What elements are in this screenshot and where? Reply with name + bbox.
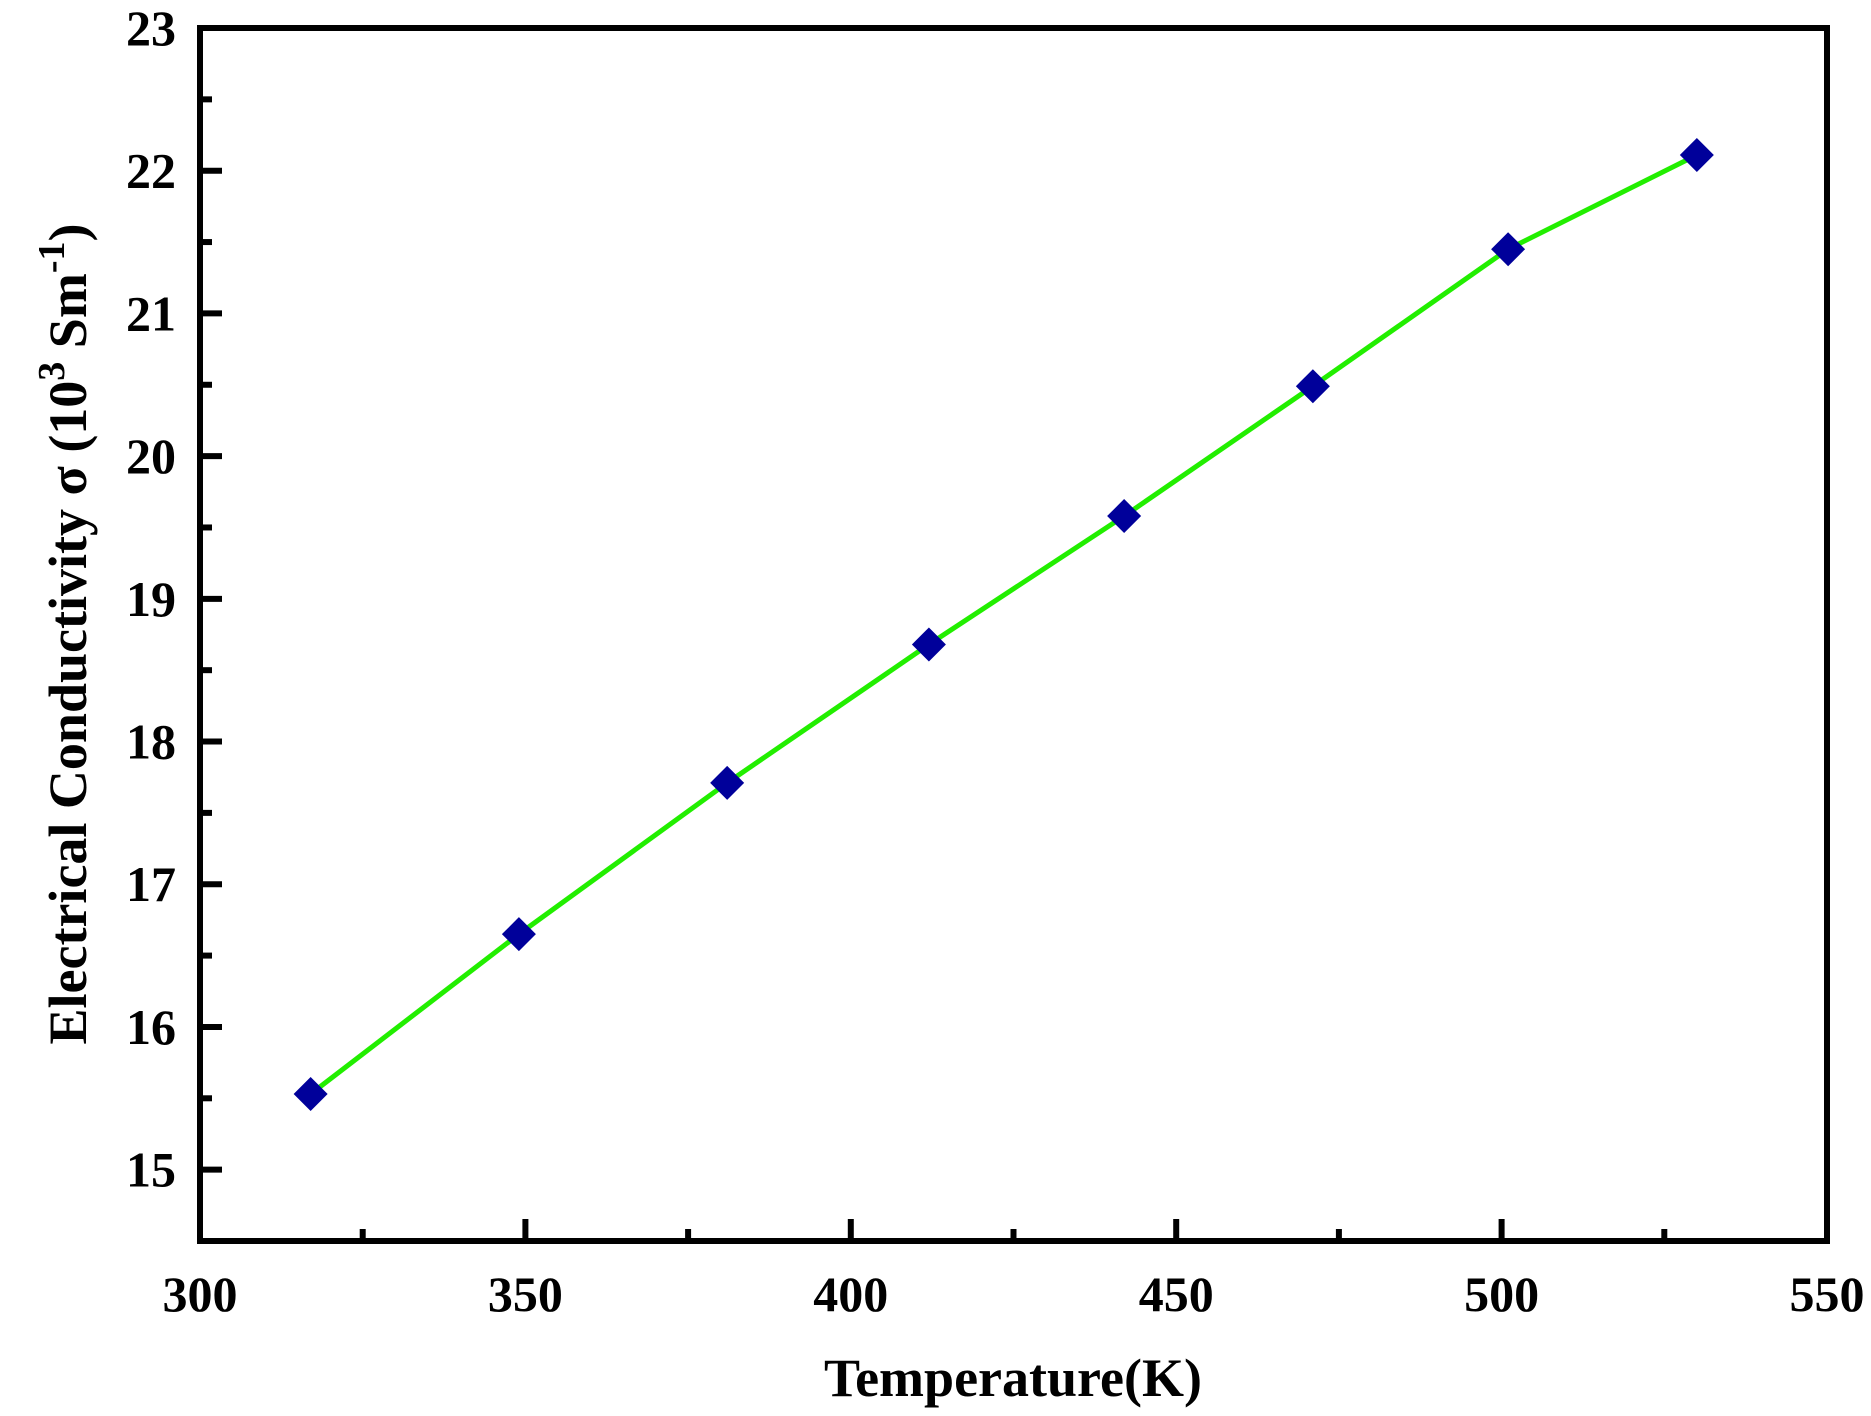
y-tick-label: 23 xyxy=(126,0,176,56)
y-tick-label: 18 xyxy=(126,714,176,770)
y-axis-title-sup-minus1: -1 xyxy=(31,242,73,274)
data-point xyxy=(1295,369,1330,404)
x-axis-title: Temperature(K) xyxy=(824,1348,1202,1408)
y-tick-label: 15 xyxy=(126,1142,176,1198)
y-tick-label: 17 xyxy=(126,856,176,912)
y-tick-label: 19 xyxy=(126,571,176,627)
data-point xyxy=(710,765,745,800)
data-point xyxy=(501,917,536,952)
y-axis-title-unit: Sm xyxy=(38,273,98,362)
y-tick-label: 21 xyxy=(126,285,176,341)
tick-labels: 300 350 400 450 500 550 15 16 17 18 19 20 21 22 23 xyxy=(126,0,1865,1322)
y-tick-label: 20 xyxy=(126,428,176,484)
y-axis-title: Electrical Conductivity σ (103 Sm-1) xyxy=(31,224,98,1045)
y-axis-title-close: ) xyxy=(38,224,98,242)
data-point xyxy=(911,627,946,662)
data-point xyxy=(1679,138,1714,173)
x-tick-label: 550 xyxy=(1790,1266,1865,1322)
y-axis-title-main: Electrical Conductivity σ (10 xyxy=(38,381,98,1045)
data-point xyxy=(293,1077,328,1112)
y-axis-title-sup-3: 3 xyxy=(31,362,73,381)
data-point xyxy=(1491,232,1526,267)
y-tick-label: 16 xyxy=(126,999,176,1055)
data-point xyxy=(1107,499,1142,534)
x-tick-label: 300 xyxy=(163,1266,238,1322)
x-tick-label: 350 xyxy=(488,1266,563,1322)
x-tick-label: 500 xyxy=(1464,1266,1539,1322)
series-line xyxy=(309,152,1698,1096)
series-layer xyxy=(293,138,1714,1112)
x-tick-label: 400 xyxy=(813,1266,888,1322)
x-tick-label: 450 xyxy=(1139,1266,1214,1322)
axis-ticks xyxy=(197,25,1830,1244)
y-tick-label: 22 xyxy=(126,143,176,199)
